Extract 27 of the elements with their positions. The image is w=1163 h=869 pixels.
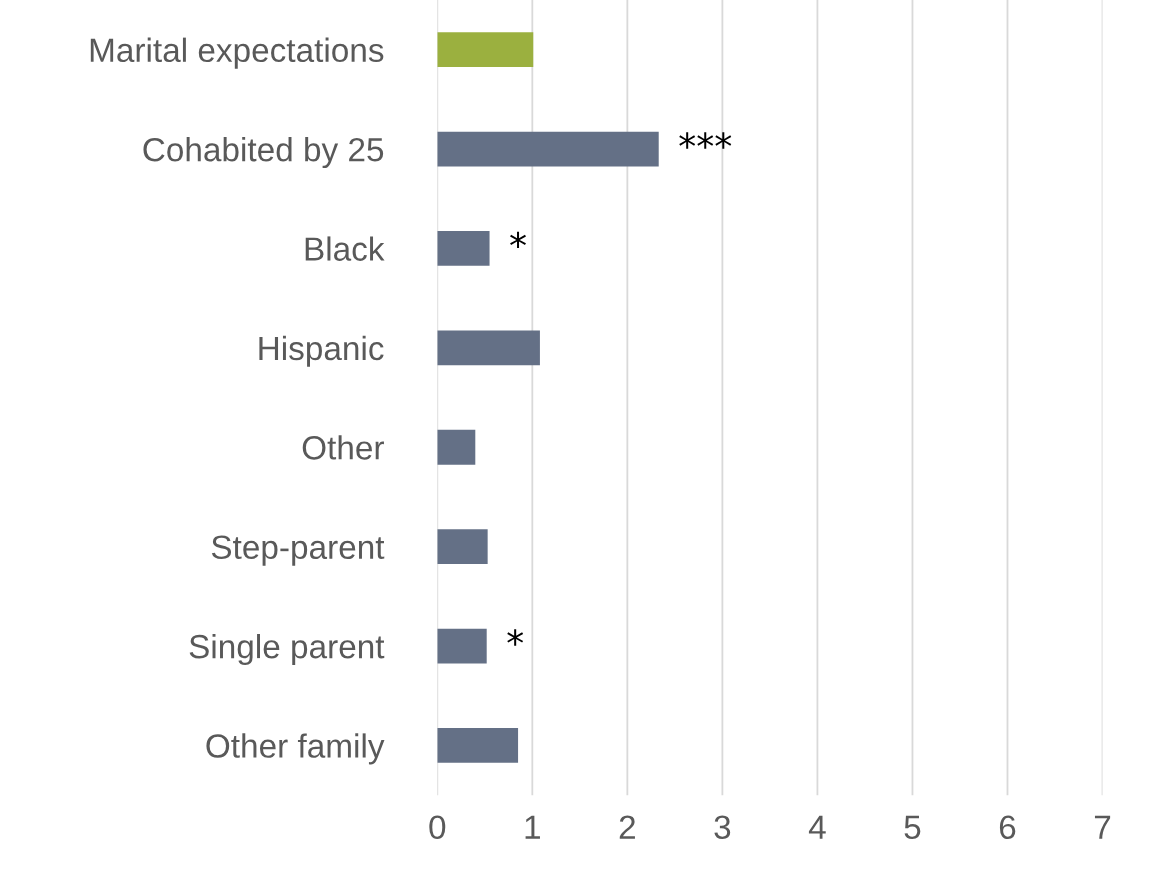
- annotation: ***: [679, 132, 732, 149]
- y-tick-label: Step-parent: [211, 535, 385, 566]
- x-tick-label: 7: [1094, 815, 1111, 839]
- y-tick-label: Single parent: [189, 633, 385, 666]
- y-tick-label: Marital expectations: [90, 37, 384, 69]
- x-tick-label: 6: [999, 815, 1016, 840]
- bar: [437, 728, 519, 763]
- bar: [437, 628, 487, 664]
- x-tick-label: 4: [808, 815, 826, 839]
- annotation: *: [510, 231, 526, 249]
- y-tick-label: Black: [305, 236, 385, 261]
- bar: [437, 330, 540, 366]
- x-tick-label: 1: [525, 815, 540, 839]
- x-tick-label: 5: [904, 815, 921, 840]
- y-tick-label: Cohabited by 25: [143, 137, 384, 169]
- y-tick-label: Other: [302, 435, 384, 460]
- y-tick-label: Other family: [206, 733, 385, 765]
- bar: [437, 231, 490, 266]
- x-tick-label: 3: [714, 815, 731, 840]
- bar: [437, 32, 534, 68]
- bar: [437, 429, 476, 465]
- x-tick-label: 2: [619, 815, 635, 839]
- annotation: *: [507, 629, 524, 646]
- x-tick-label: 0: [429, 815, 446, 840]
- bar: [437, 529, 488, 565]
- bar: [437, 131, 659, 167]
- y-tick-label: Hispanic: [259, 335, 384, 367]
